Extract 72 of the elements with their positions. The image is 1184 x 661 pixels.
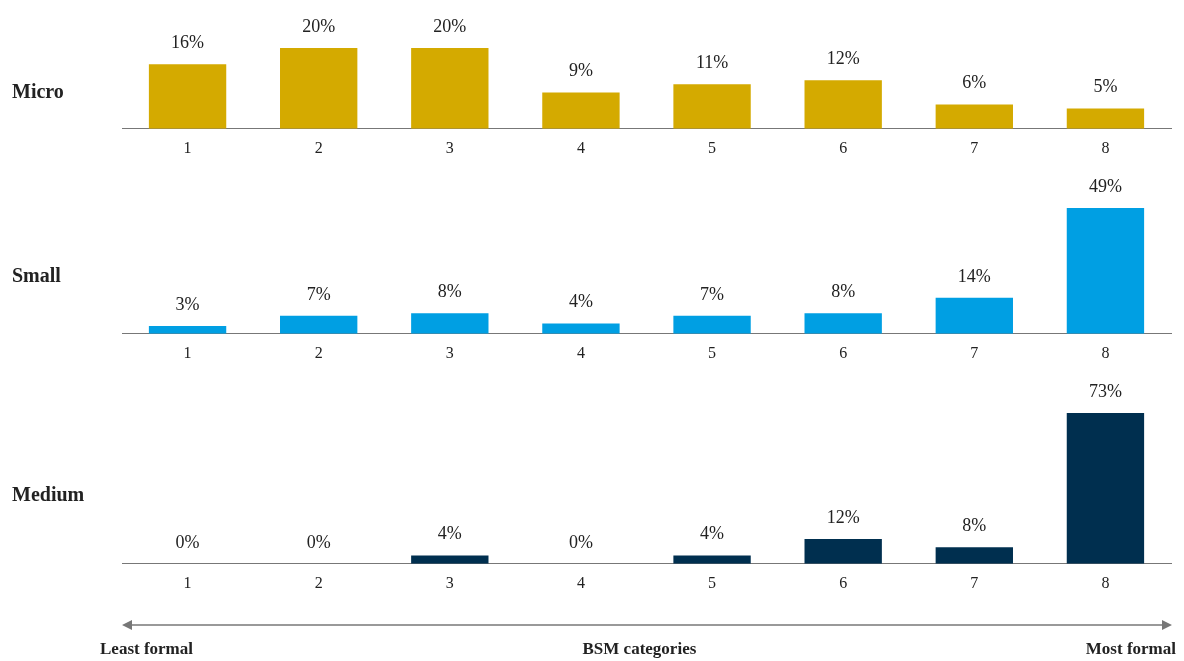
bar: [1066, 208, 1145, 334]
bar: [673, 315, 751, 334]
bar: [935, 104, 1013, 129]
data-label: 4%: [568, 291, 593, 312]
bar: [1066, 108, 1145, 129]
x-tick-label: 6: [839, 138, 848, 156]
data-label: 4%: [700, 523, 725, 544]
data-label: 12%: [826, 506, 860, 527]
bar: [935, 547, 1013, 564]
text: BSM categories: [582, 639, 697, 659]
data-label: 8%: [437, 281, 462, 301]
bar: [804, 80, 882, 129]
x-tick-label: 8: [1101, 138, 1110, 156]
x-tick-label: 3: [445, 573, 454, 591]
x-tick-label: 4: [576, 138, 585, 156]
bar: [935, 297, 1013, 334]
y-axis-title: Micro: [12, 79, 64, 102]
data-label: 0%: [175, 531, 200, 552]
x-tick-label: 6: [839, 343, 848, 361]
data-label: 7%: [306, 283, 331, 304]
x-tick-label: 5: [708, 138, 717, 156]
data-label: 5%: [1093, 76, 1118, 97]
bar: [280, 315, 358, 334]
data-label: 14%: [957, 265, 991, 286]
x-tick-label: 7: [970, 138, 979, 156]
bar: [804, 313, 882, 334]
x-tick-label: 5: [708, 343, 717, 361]
x-tick-label: 3: [445, 138, 454, 156]
x-tick-label: 1: [183, 573, 192, 591]
y-axis-title: Small: [12, 264, 62, 287]
data-label: 6%: [962, 72, 987, 93]
data-label: 8%: [962, 515, 987, 536]
x-tick-label: 5: [708, 573, 717, 591]
bar: [148, 64, 227, 129]
x-tick-label: 1: [183, 138, 192, 156]
x-tick-label: 1: [183, 343, 192, 361]
bar: [542, 92, 620, 129]
data-label: 16%: [171, 31, 205, 52]
data-label: 4%: [437, 523, 462, 544]
bar: [148, 326, 227, 334]
data-label: 12%: [826, 48, 860, 69]
x-tick-label: 3: [445, 343, 454, 361]
x-tick-label: 7: [970, 573, 979, 591]
bar: [673, 84, 751, 129]
data-label: 9%: [568, 60, 593, 81]
data-label: 11%: [695, 52, 729, 73]
x-tick-label: 6: [839, 573, 848, 591]
data-label: 20%: [433, 15, 467, 36]
data-label: 3%: [175, 293, 200, 314]
x-tick-label: 4: [576, 343, 585, 361]
data-label: 49%: [1088, 175, 1122, 196]
data-label: 73%: [1088, 380, 1122, 401]
bar: [411, 313, 489, 334]
x-tick-label: 2: [314, 138, 323, 156]
bar: [804, 539, 882, 564]
data-label: 7%: [700, 283, 725, 304]
y-axis-title: Medium: [12, 483, 85, 506]
data-label: 20%: [302, 15, 336, 36]
x-tick-label: 8: [1101, 573, 1110, 591]
data-label: 8%: [831, 281, 856, 301]
bar: [280, 48, 358, 129]
bar: [411, 48, 489, 129]
x-tick-label: 8: [1101, 343, 1110, 361]
x-tick-label: 2: [314, 573, 323, 591]
text: Least formal: [100, 639, 194, 659]
text: Most formal: [1085, 639, 1176, 659]
data-label: 0%: [568, 531, 593, 552]
x-tick-label: 2: [314, 343, 323, 361]
x-tick-label: 7: [970, 343, 979, 361]
x-tick-label: 4: [576, 573, 585, 591]
bar: [1066, 413, 1145, 564]
data-label: 0%: [306, 531, 331, 552]
